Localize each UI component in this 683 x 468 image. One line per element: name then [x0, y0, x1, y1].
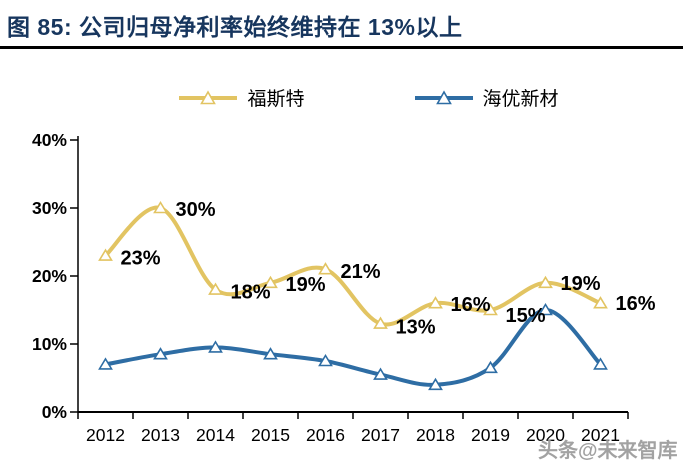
watermark: 头条@未来智库 [538, 440, 678, 462]
svg-text:2018: 2018 [416, 425, 455, 445]
svg-text:2020: 2020 [526, 425, 565, 445]
svg-text:2013: 2013 [141, 425, 180, 445]
legend-item-haiyou: 海优新材 [414, 84, 559, 111]
svg-text:0%: 0% [42, 402, 68, 422]
legend-label-foster: 福斯特 [247, 89, 305, 110]
svg-text:2021: 2021 [581, 425, 620, 445]
line-triangle-marker-icon [179, 89, 238, 104]
svg-text:19%: 19% [286, 274, 326, 296]
svg-text:16%: 16% [616, 293, 656, 315]
svg-text:2015: 2015 [251, 425, 290, 445]
line-triangle-marker-icon [414, 89, 473, 104]
svg-text:10%: 10% [32, 334, 67, 354]
svg-text:21%: 21% [341, 261, 381, 283]
chart-legend: 福斯特 海优新材 [0, 84, 683, 111]
title-divider [0, 46, 683, 49]
svg-text:2017: 2017 [361, 425, 400, 445]
svg-text:2014: 2014 [196, 425, 235, 445]
svg-text:20%: 20% [32, 266, 67, 286]
svg-text:30%: 30% [176, 199, 216, 221]
chart-title: 图 85: 公司归母净利率始终维持在 13%以上 [7, 14, 463, 40]
legend-label-haiyou: 海优新材 [482, 89, 559, 110]
svg-text:2019: 2019 [471, 425, 510, 445]
svg-text:18%: 18% [231, 282, 271, 304]
svg-text:40%: 40% [32, 130, 67, 150]
svg-text:2016: 2016 [306, 425, 345, 445]
svg-text:15%: 15% [506, 305, 546, 327]
svg-text:2012: 2012 [86, 425, 125, 445]
svg-text:19%: 19% [561, 273, 601, 295]
legend-item-foster: 福斯特 [179, 84, 305, 111]
svg-text:13%: 13% [396, 317, 436, 339]
svg-text:30%: 30% [32, 198, 67, 218]
svg-text:23%: 23% [121, 248, 161, 270]
svg-text:16%: 16% [451, 294, 491, 316]
